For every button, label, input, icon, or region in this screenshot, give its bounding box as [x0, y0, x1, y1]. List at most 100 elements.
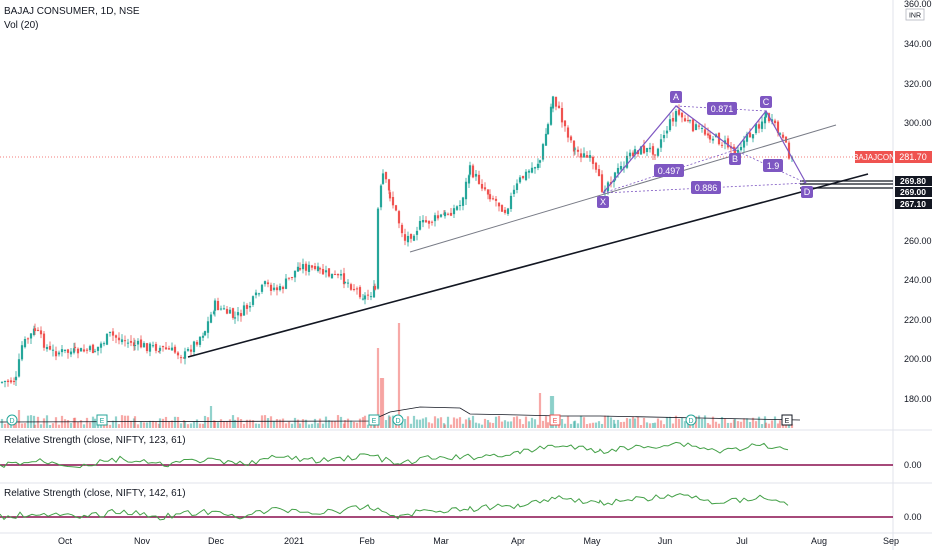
price-scale[interactable]: 360.00 340.00 320.00 300.00 260.00 240.0…	[904, 0, 932, 404]
volume-bar	[633, 418, 637, 428]
dividend-icon[interactable]: D	[392, 414, 404, 426]
ratio-label-bd[interactable]: 1.9	[763, 159, 783, 172]
volume-bar	[142, 422, 146, 428]
volume-bar	[424, 417, 428, 428]
volume-bar	[726, 422, 730, 428]
candle-body	[773, 120, 777, 124]
time-tick: May	[583, 536, 601, 546]
dividend-icon[interactable]: D	[6, 414, 18, 426]
pattern-point-a[interactable]: A	[670, 91, 682, 103]
candle-body	[126, 342, 130, 344]
candle-body	[32, 328, 36, 335]
volume-bar	[79, 420, 83, 428]
candle-body	[563, 120, 567, 127]
support-trendline[interactable]	[187, 173, 869, 358]
candle-body	[136, 340, 140, 345]
earnings-icon[interactable]: E	[368, 414, 380, 426]
level-label[interactable]: 269.00	[895, 187, 932, 197]
candle-body	[167, 348, 171, 350]
svg-text:E: E	[372, 418, 377, 425]
candle-body	[683, 118, 687, 122]
volume-bar	[471, 415, 475, 428]
volume-bar	[503, 420, 507, 428]
svg-text:D: D	[395, 418, 400, 425]
volume-bar	[242, 423, 246, 428]
candle-body	[60, 349, 64, 353]
candle-body	[307, 264, 311, 272]
channel-trendline[interactable]	[409, 124, 837, 253]
volume-bar	[549, 396, 553, 428]
candle-body	[260, 284, 264, 292]
candle-body	[321, 268, 325, 275]
candle-body	[102, 343, 106, 345]
volume-bar	[458, 417, 462, 428]
candle-body	[23, 339, 27, 348]
pattern-point-x[interactable]: X	[597, 196, 609, 208]
candle-body	[48, 345, 52, 350]
volume-bar	[275, 419, 279, 428]
volume-bar	[161, 418, 165, 428]
volume-bar	[613, 423, 617, 428]
candle-body	[628, 152, 632, 157]
ratio-label-xd[interactable]: 0.886	[691, 181, 721, 194]
level-label[interactable]: 267.10	[895, 199, 932, 209]
candle-body	[688, 120, 692, 122]
harmonic-pattern[interactable]: X A B C D 0.497 0.871 1.9	[597, 91, 813, 208]
candle-body	[301, 264, 305, 270]
candle-body	[745, 133, 749, 142]
ratio-label-xb[interactable]: 0.497	[654, 164, 684, 177]
candle-body	[613, 172, 617, 181]
currency-badge[interactable]: INR	[905, 8, 925, 21]
candle-body	[266, 282, 270, 285]
last-price-label[interactable]: BAJAJCON 281.70	[853, 151, 932, 163]
candle-body	[304, 263, 308, 271]
candle-body	[384, 172, 388, 180]
volume-bar	[222, 421, 226, 428]
volume-bar	[228, 419, 232, 428]
volume-bar	[139, 421, 143, 428]
candle-body	[316, 266, 320, 271]
volume-bar	[158, 418, 162, 428]
candle-body	[148, 343, 152, 352]
volume-bar	[0, 418, 4, 428]
volume-bar	[566, 416, 570, 428]
rs1-line[interactable]	[0, 441, 789, 469]
rs2-legend[interactable]: Relative Strength (close, NIFTY, 142, 61…	[4, 488, 186, 499]
pattern-point-c[interactable]: C	[760, 96, 772, 108]
candle-body	[272, 287, 276, 290]
dividend-icon[interactable]: D	[685, 414, 697, 426]
earnings-icon[interactable]: E	[549, 414, 561, 426]
candle-body	[372, 286, 376, 298]
volume-bar	[631, 416, 635, 428]
candle-body	[225, 308, 229, 314]
ratio-label-ac[interactable]: 0.871	[707, 102, 737, 115]
svg-text:E: E	[553, 418, 558, 425]
candle-body	[544, 133, 548, 146]
level-label[interactable]: 269.80	[895, 176, 932, 186]
candle-body	[342, 273, 346, 285]
volume-bar	[668, 416, 672, 428]
volume-bar	[509, 421, 513, 428]
candle-body	[742, 140, 746, 148]
volume-bar	[790, 424, 794, 428]
earnings-icon[interactable]: E	[781, 414, 793, 426]
symbol-title[interactable]: BAJAJ CONSUMER, 1D, NSE	[4, 6, 140, 17]
rs2-line[interactable]	[0, 493, 789, 521]
volume-bar	[324, 416, 328, 428]
volume-bar	[464, 419, 468, 428]
pattern-point-b[interactable]: B	[729, 153, 741, 165]
volume-bar	[117, 424, 121, 428]
time-axis[interactable]: Oct Nov Dec 2021 Feb Mar Apr May Jun Jul…	[58, 536, 899, 546]
volume-bar	[266, 418, 270, 428]
earnings-icon[interactable]: E	[96, 414, 108, 426]
volume-bar	[148, 420, 152, 428]
candle-body	[776, 121, 780, 134]
event-icons[interactable]: D E E D E D E	[6, 414, 793, 426]
pattern-point-d[interactable]: D	[801, 186, 813, 198]
candle-body	[69, 351, 73, 355]
volume-bar	[703, 415, 707, 428]
volume-legend[interactable]: Vol (20)	[4, 20, 39, 31]
volume-bar	[257, 423, 261, 428]
rs1-legend[interactable]: Relative Strength (close, NIFTY, 123, 61…	[4, 435, 186, 446]
